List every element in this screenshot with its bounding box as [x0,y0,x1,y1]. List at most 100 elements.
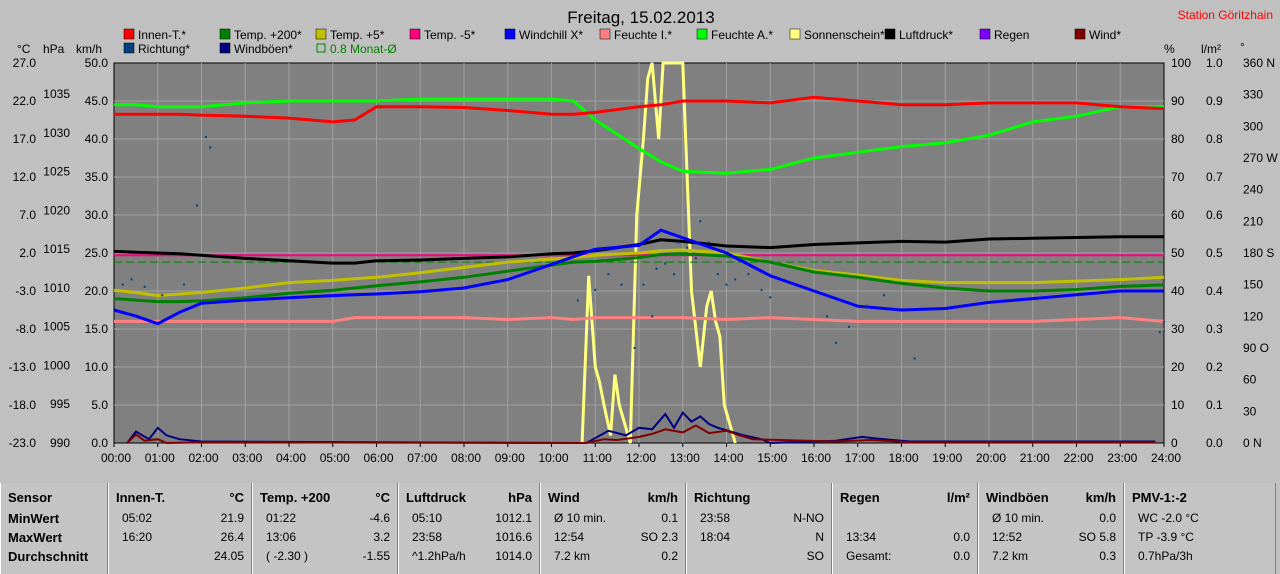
row-time: Ø 10 min. [554,511,607,525]
percent-tick-label: 80 [1171,132,1185,146]
row-time: Gesamt: [846,549,892,563]
x-tick-label: 17:00 [845,451,875,465]
legend-swatch [1074,28,1086,40]
direction-point [183,283,185,286]
direction-point [620,283,623,286]
x-tick-label: 05:00 [320,451,350,465]
legend-swatch [599,28,611,40]
panel-unit: °C [375,490,390,505]
direction-point [708,241,710,244]
row-time: 12:52 [992,530,1023,544]
wind-tick-label: 50.0 [85,56,109,70]
row-value: 0.2 [661,549,678,563]
rain-tick-label: 0.8 [1206,132,1223,146]
direction-point [913,357,916,360]
wind-tick-label: 0.0 [91,436,108,450]
row-time: 18:04 [700,530,731,544]
wind-tick-label: 15.0 [85,322,109,336]
panel-row: 12:52 SO 5.8 [986,530,1116,546]
row-time: ( -2.30 ) [266,549,309,563]
direction-point [834,341,837,344]
panel-title: Luftdruck hPa [406,490,532,505]
percent-tick-label: 50 [1171,246,1185,260]
direction-point [594,288,597,291]
percent-tick-label: 60 [1171,208,1185,222]
legend-label: Temp. -5* [424,28,476,42]
legend-label: Temp. +200* [234,28,302,42]
legend-label: Wind* [1089,28,1121,42]
row-time: 05:10 [412,511,443,525]
row-time: 23:58 [700,511,731,525]
direction-point [865,304,868,307]
panel-title-text: Sensor [8,490,53,505]
pressure-tick-label: 1030 [43,126,70,140]
axis-header-celsius: °C [17,42,31,56]
legend-swatch [696,28,708,40]
stats-panel: Sensor MinWert MaxWert Durchschnitt [0,483,108,574]
stats-panel: Temp. +200 °C 01:22 -4.6 13:06 3.2 ( -2.30 ) -1… [252,483,398,574]
legend-label: Sonnenschein* [804,28,885,42]
panel-unit: hPa [508,490,532,505]
legend-label: Temp. +5* [330,28,385,42]
legend-swatch [316,43,326,53]
legend-swatch [123,42,135,54]
panel-title: Richtung [694,490,824,505]
axis-header-deg: ° [1240,40,1245,54]
x-tick-label: 12:00 [626,451,656,465]
row-time: 23:58 [412,530,443,544]
series-line [114,97,1164,175]
direction-point [209,146,212,149]
x-tick-label: 23:00 [1107,451,1137,465]
direction-point [121,283,124,286]
direction-point [677,241,680,244]
rain-tick-label: 0.6 [1206,208,1223,222]
direction-point [734,278,737,281]
panel-row: Ø 10 min. 0.1 [548,511,678,527]
wind-tick-label: 40.0 [85,132,109,146]
panel-title-text: Luftdruck [406,490,466,505]
direction-point [673,273,675,276]
series-line [113,252,1165,304]
series-line [114,316,1165,323]
series-wind [126,424,1156,445]
x-tick-label: 02:00 [188,451,218,465]
panel-row: WC -2.0 °C [1132,511,1268,527]
legend-label: Windchill X* [519,28,583,42]
panel-title-text: Temp. +200 [260,490,331,505]
panel-title: Innen-T. °C [116,490,244,505]
direction-point [760,288,763,291]
legend-swatch [219,42,231,54]
percent-tick-label: 90 [1171,94,1185,108]
direction-tick-label: 330 [1243,88,1263,102]
row-value: 3.2 [373,530,390,544]
row-time: WC -2.0 °C [1138,511,1199,525]
direction-point [769,296,772,299]
direction-tick-label: 90 O [1243,341,1269,355]
temp-tick-label: 12.0 [13,170,37,184]
percent-tick-label: 10 [1171,398,1185,412]
chart-title: Freitag, 15.02.2013 [567,8,714,27]
legend-label: Windböen* [234,42,293,56]
panel-title: Sensor [8,490,100,505]
row-value: SO [806,549,824,563]
x-tick-label: 01:00 [145,451,175,465]
x-tick-label: 10:00 [538,451,568,465]
temp-tick-label: -8.0 [15,322,36,336]
row-value: 24.05 [213,549,244,563]
panel-row: 23:58 1016.6 [406,530,532,546]
panel-row: 7.2 km 0.2 [548,549,678,565]
wind-tick-label: 25.0 [85,246,109,260]
rain-tick-label: 0.3 [1206,322,1223,336]
pressure-tick-label: 990 [50,436,70,450]
legend-swatch [219,28,231,40]
row-value: 21.9 [220,511,244,525]
temp-tick-label: -3.0 [15,284,36,298]
legend-swatch [409,28,421,40]
legend-label: Feuchte A.* [711,28,773,42]
temp-tick-label: 22.0 [13,94,37,108]
row-value: 1016.6 [495,530,532,544]
x-tick-label: 14:00 [713,451,743,465]
direction-tick-label: 120 [1243,309,1263,323]
row-time: 13:06 [266,530,297,544]
panel-row: Ø 10 min. 0.0 [986,511,1116,527]
